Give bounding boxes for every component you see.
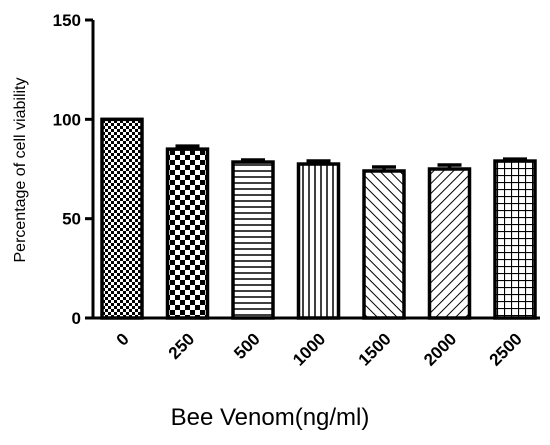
x-tick-label-0: 0 [113, 329, 133, 349]
bars-group [100, 117, 537, 320]
x-tick-label-2000: 2000 [420, 329, 460, 369]
axes-group [85, 18, 540, 320]
x-tick-label-500: 500 [230, 329, 263, 362]
bar-1000 [296, 162, 341, 320]
y-tick-label-100: 100 [53, 110, 81, 129]
y-tick-label-150: 150 [53, 11, 81, 30]
bar-0 [100, 117, 144, 320]
y-tick-label-0: 0 [72, 309, 81, 328]
bar-250 [165, 147, 210, 320]
bar-2000 [427, 167, 472, 320]
x-tick-label-1500: 1500 [355, 329, 395, 369]
bar-2500 [493, 159, 537, 320]
bar-500 [231, 160, 275, 320]
y-axis-title: Percentage of cell viability [12, 78, 29, 263]
x-axis-title: Bee Venom(ng/ml) [171, 404, 370, 431]
x-tick-label-1000: 1000 [289, 329, 329, 369]
x-tick-label-250: 250 [165, 329, 198, 362]
y-tick-label-50: 50 [62, 210, 81, 229]
bar-1500 [362, 169, 406, 320]
x-tick-label-2500: 2500 [486, 329, 526, 369]
